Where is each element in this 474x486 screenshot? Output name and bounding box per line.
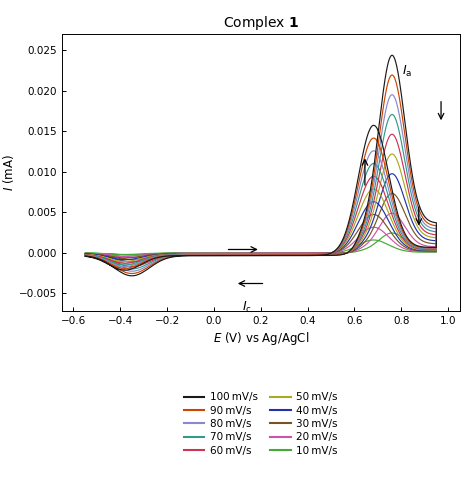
X-axis label: $E$ (V) vs Ag/AgCl: $E$ (V) vs Ag/AgCl bbox=[212, 330, 309, 347]
Y-axis label: $I$ (mA): $I$ (mA) bbox=[1, 154, 16, 191]
Legend: 100 mV/s, 90 mV/s, 80 mV/s, 70 mV/s, 60 mV/s, 50 mV/s, 40 mV/s, 30 mV/s, 20 mV/s: 100 mV/s, 90 mV/s, 80 mV/s, 70 mV/s, 60 … bbox=[180, 388, 342, 460]
Text: $I_{\mathrm{a}}$: $I_{\mathrm{a}}$ bbox=[402, 64, 412, 79]
Text: $I_{\mathrm{c}}$: $I_{\mathrm{c}}$ bbox=[242, 300, 252, 315]
Title: Complex $\mathbf{1}$: Complex $\mathbf{1}$ bbox=[223, 14, 299, 32]
